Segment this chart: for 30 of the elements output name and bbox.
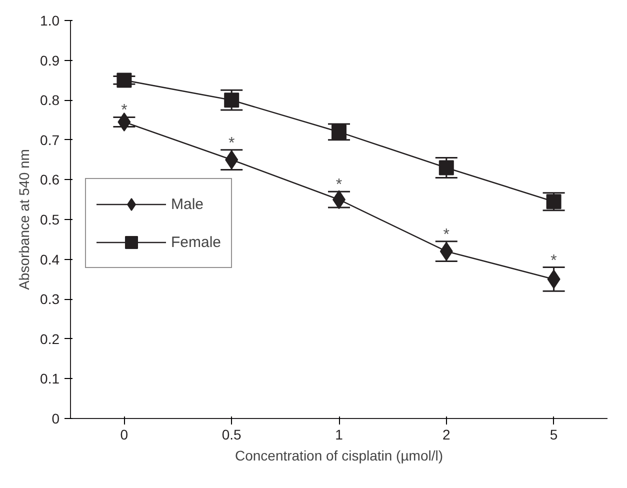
annotation: * — [550, 252, 557, 270]
y-tick-label: 0.6 — [40, 172, 60, 188]
legend-label: Male — [171, 196, 204, 212]
legend-label: Female — [171, 234, 222, 250]
x-tick-label: 2 — [442, 426, 451, 442]
x-tick-label: 1 — [335, 426, 344, 442]
y-tick-label: 0.8 — [40, 92, 60, 108]
y-tick-label: 1.0 — [40, 12, 60, 28]
point — [332, 124, 346, 140]
y-tick-label: 0 — [52, 410, 60, 426]
x-tick-label: 0 — [120, 426, 128, 442]
y-axis-title: Absorbance at 540 nm — [16, 149, 32, 290]
y-tick-label: 0.9 — [40, 52, 60, 68]
y-tick-label: 0.5 — [40, 212, 60, 228]
x-tick-label: 5 — [550, 426, 558, 442]
point — [438, 160, 454, 176]
y-tick-label: 0.7 — [40, 132, 60, 148]
annotation: * — [121, 102, 128, 120]
point — [224, 92, 240, 108]
x-axis-title: Concentration of cisplatin (µmol/l) — [234, 448, 444, 464]
y-tick-label: 0.4 — [40, 251, 60, 268]
annotation: * — [228, 134, 235, 152]
y-tick-label: 0.3 — [40, 291, 60, 308]
point — [546, 194, 562, 210]
annotation: * — [336, 176, 342, 194]
x-tick-label: 0.5 — [222, 426, 242, 442]
y-tick-label: 0.1 — [40, 370, 60, 387]
y-tick-label: 0.2 — [40, 330, 60, 347]
annotation: * — [443, 226, 450, 244]
point — [116, 72, 132, 88]
